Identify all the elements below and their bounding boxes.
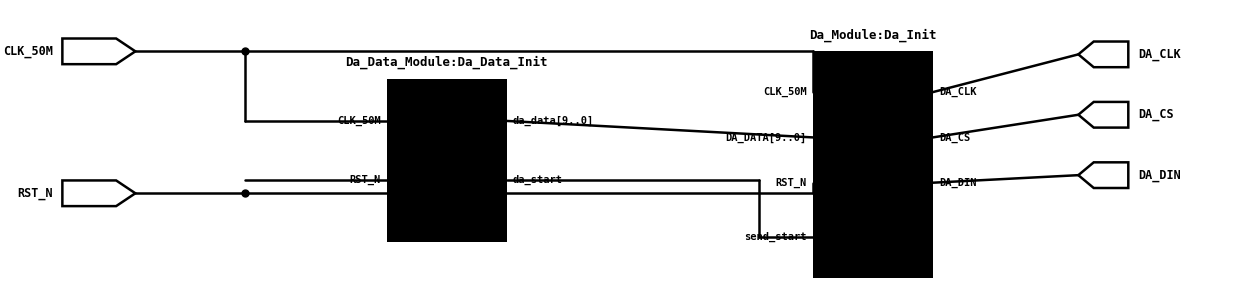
Text: da_start: da_start [513, 175, 563, 185]
Text: DA_CS: DA_CS [1137, 108, 1173, 121]
Text: send_start: send_start [745, 232, 807, 242]
Text: Da_Data_Module:Da_Data_Init: Da_Data_Module:Da_Data_Init [346, 56, 548, 69]
Text: RST_N: RST_N [776, 178, 807, 188]
Text: da_data[9..0]: da_data[9..0] [513, 116, 593, 126]
Text: DA_CLK: DA_CLK [1137, 48, 1181, 61]
Bar [387, 79, 507, 242]
Text: DA_DIN: DA_DIN [1137, 169, 1181, 182]
Text: CLK_50M: CLK_50M [337, 116, 380, 126]
Text: Da_Module:Da_Init: Da_Module:Da_Init [809, 29, 937, 42]
Text: DA_CS: DA_CS [939, 132, 970, 143]
Text: CLK_50M: CLK_50M [2, 45, 53, 58]
Text: RST_N: RST_N [17, 187, 53, 200]
Text: RST_N: RST_N [349, 175, 380, 185]
Text: CLK_50M: CLK_50M [763, 87, 807, 97]
Text: DA_DIN: DA_DIN [939, 178, 976, 188]
Text: DA_CLK: DA_CLK [939, 87, 976, 97]
Bar [813, 51, 933, 278]
Text: DA_DATA[9..0]: DA_DATA[9..0] [726, 132, 807, 143]
